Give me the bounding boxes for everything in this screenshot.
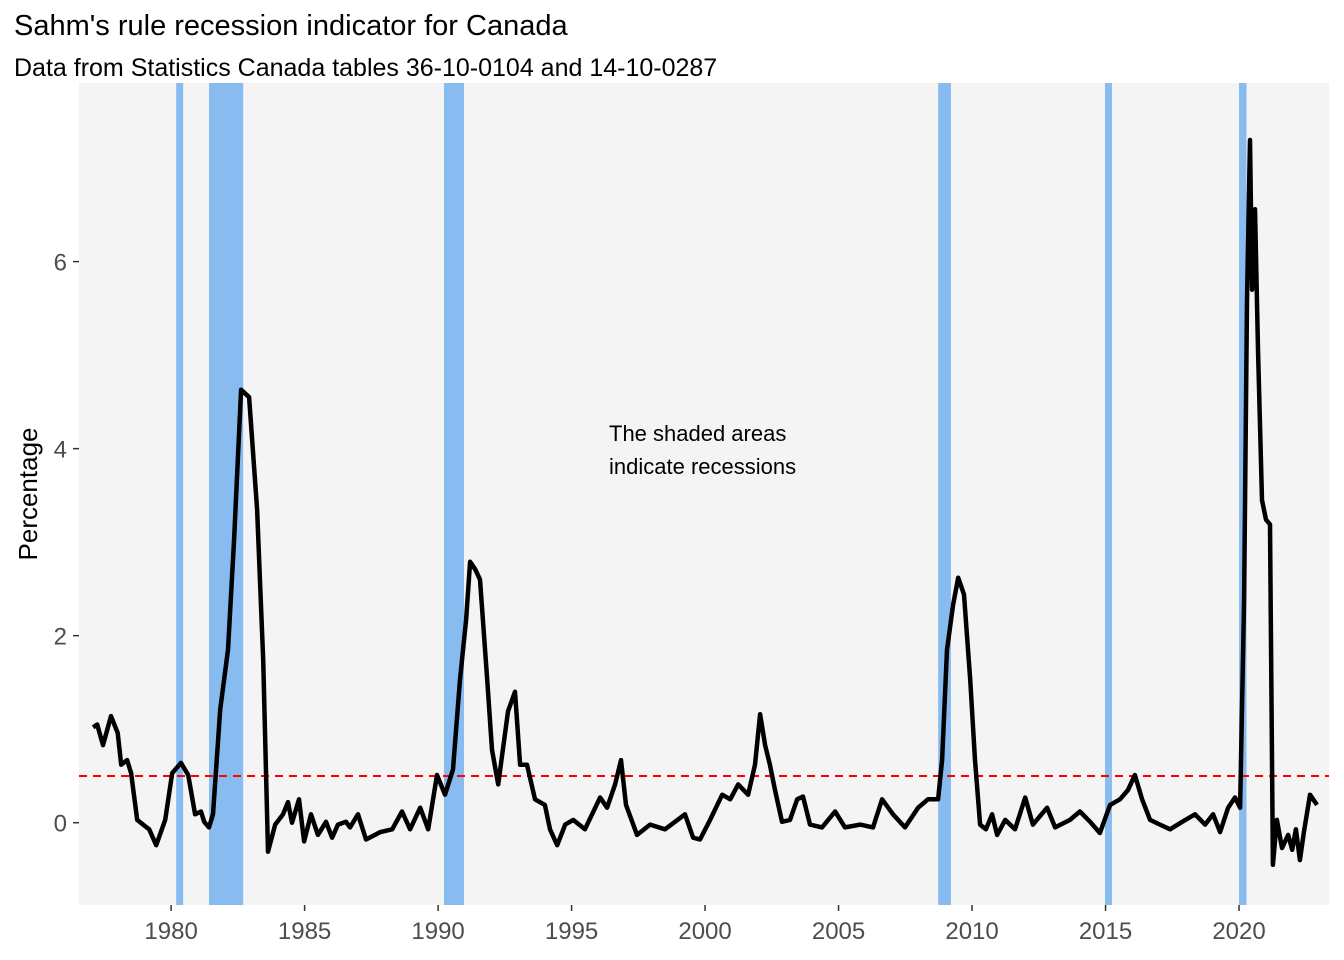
recession-band <box>1239 83 1247 905</box>
annotation-line-1: The shaded areas <box>609 421 786 446</box>
annotation-line-2: indicate recessions <box>609 454 796 479</box>
recession-band <box>176 83 184 905</box>
plot-panel <box>79 83 1329 905</box>
x-tick-label: 2005 <box>812 918 865 945</box>
x-tick-label: 2015 <box>1079 918 1132 945</box>
x-tick-label: 1980 <box>144 918 197 945</box>
y-tick-label: 0 <box>54 811 67 838</box>
y-tick-label: 2 <box>54 624 67 651</box>
x-tick-label: 1990 <box>411 918 464 945</box>
y-tick-label: 6 <box>54 250 67 277</box>
x-tick-label: 2000 <box>678 918 731 945</box>
series-line <box>91 137 1319 868</box>
y-axis-label: Percentage <box>13 428 43 561</box>
recession-band <box>1105 83 1112 905</box>
x-tick-label: 1985 <box>278 918 331 945</box>
recession-band <box>938 83 951 905</box>
x-tick-label: 2020 <box>1212 918 1265 945</box>
y-tick-label: 4 <box>54 437 67 464</box>
x-tick-label: 1995 <box>545 918 598 945</box>
chart-subtitle: Data from Statistics Canada tables 36-10… <box>14 54 718 82</box>
x-tick-label: 2010 <box>945 918 998 945</box>
chart-title: Sahm's rule recession indicator for Cana… <box>14 10 568 42</box>
